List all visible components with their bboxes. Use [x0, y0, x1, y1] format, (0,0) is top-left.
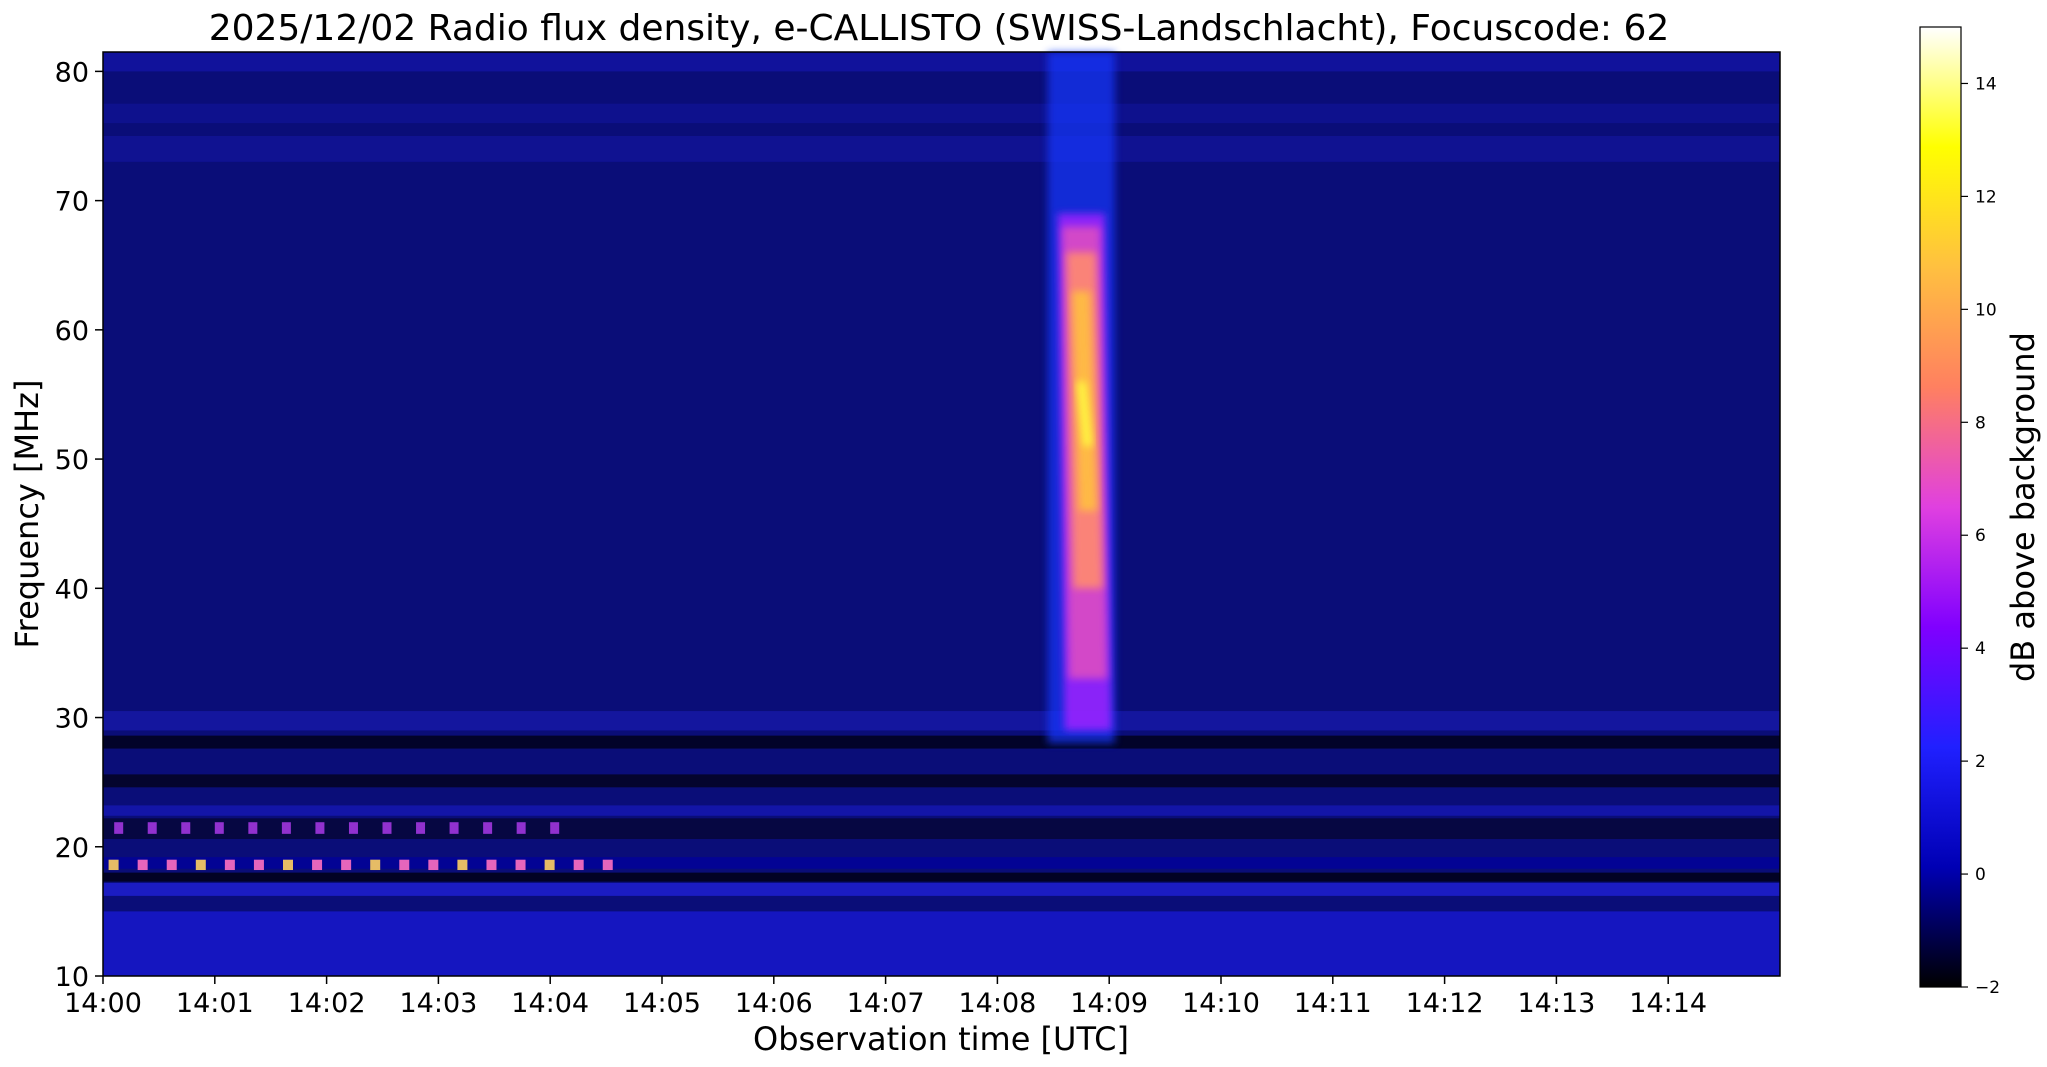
rfi-blip	[573, 859, 584, 871]
rfi-blip	[399, 859, 410, 871]
rfi-blip	[382, 822, 392, 834]
rfi-blip	[457, 859, 468, 871]
x-tick-label: 14:14	[1629, 988, 1707, 1019]
rfi-blip	[486, 859, 497, 871]
x-tick-label: 14:01	[176, 988, 254, 1019]
rfi-band	[103, 711, 1780, 731]
rfi-band	[103, 103, 1780, 124]
rfi-blip	[137, 859, 148, 871]
colorbar: −2 0 2 4 6 8 10 12 14 dB above background	[1919, 26, 2042, 998]
plot-frame	[102, 51, 1781, 977]
x-tick-label: 14:03	[399, 988, 477, 1019]
rfi-band	[103, 911, 1780, 976]
rfi-blip	[315, 822, 325, 834]
rfi-blip	[416, 822, 426, 834]
rfi-band	[103, 805, 1780, 816]
y-tick-label: 60	[55, 316, 89, 347]
rfi-blip	[516, 822, 526, 834]
rfi-blip	[602, 859, 613, 871]
rfi-blip	[281, 822, 291, 834]
rfi-blip	[515, 859, 526, 871]
rfi-blip	[550, 822, 560, 834]
colorbar-tick-label: 14	[1975, 74, 1997, 94]
chart-title: 2025/12/02 Radio flux density, e-CALLIST…	[209, 8, 1670, 49]
rfi-blip	[224, 859, 235, 871]
x-tick-label: 14:08	[958, 988, 1036, 1019]
rfi-blip	[253, 859, 264, 871]
x-tick-label: 14:09	[1070, 988, 1148, 1019]
rfi-blip	[195, 859, 206, 871]
rfi-blip	[348, 822, 358, 834]
rfi-band	[103, 857, 1780, 869]
rfi-band	[103, 136, 1780, 162]
x-axis-ticks: 14:00 14:01 14:02 14:03 14:04 14:05 14:06 14:07…	[64, 976, 1707, 1019]
rfi-blip	[166, 859, 177, 871]
plot-area	[102, 51, 1781, 977]
x-tick-label: 14:02	[288, 988, 366, 1019]
x-tick-label: 14:06	[735, 988, 813, 1019]
colorbar-tick-label: 6	[1975, 526, 1986, 546]
x-tick-label: 14:04	[511, 988, 589, 1019]
rfi-blip	[544, 859, 555, 871]
interference-bands	[103, 52, 1780, 976]
y-tick-label: 50	[55, 445, 89, 476]
x-axis-label: Observation time [UTC]	[753, 1020, 1129, 1058]
colorbar-label: dB above background	[2004, 332, 2042, 682]
rfi-blip	[108, 859, 119, 871]
rfi-blip	[428, 859, 439, 871]
x-tick-label: 14:00	[64, 988, 142, 1019]
y-tick-label: 20	[55, 833, 89, 864]
rfi-blip	[370, 859, 381, 871]
y-tick-label: 80	[55, 57, 89, 88]
rfi-blip	[114, 822, 124, 834]
rfi-blip	[147, 822, 157, 834]
rfi-blip	[181, 822, 191, 834]
colorbar-tick-label: −2	[1975, 978, 2000, 998]
y-axis-ticks: 10 20 30 40 50 60 70 80	[55, 57, 103, 993]
colorbar-ticks: −2 0 2 4 6 8 10 12 14	[1961, 74, 2000, 998]
x-tick-label: 14:12	[1406, 988, 1484, 1019]
rfi-blip	[282, 859, 293, 871]
y-tick-label: 10	[55, 962, 89, 993]
colorbar-tick-label: 10	[1975, 300, 1997, 320]
x-tick-label: 14:05	[623, 988, 701, 1019]
y-tick-label: 70	[55, 187, 89, 218]
solar-radio-burst	[1047, 52, 1115, 744]
y-tick-label: 40	[55, 574, 89, 605]
rfi-band	[103, 882, 1780, 896]
colorbar-gradient	[1919, 26, 1962, 988]
rfi-blip	[214, 822, 224, 834]
x-tick-label: 14:11	[1294, 988, 1372, 1019]
burst-core	[1076, 381, 1093, 447]
rfi-blip	[449, 822, 459, 834]
rfi-blip	[248, 822, 258, 834]
rfi-blip	[483, 822, 493, 834]
y-tick-label: 30	[55, 704, 89, 735]
colorbar-tick-label: 0	[1975, 865, 1986, 885]
rfi-band	[103, 774, 1780, 788]
y-axis-label: Frequency [MHz]	[8, 380, 46, 649]
x-tick-label: 14:10	[1182, 988, 1260, 1019]
colorbar-tick-label: 8	[1975, 413, 1986, 433]
x-tick-label: 14:13	[1517, 988, 1595, 1019]
rfi-blip	[312, 859, 323, 871]
colorbar-tick-label: 4	[1975, 639, 1986, 659]
colorbar-tick-label: 12	[1975, 187, 1997, 207]
rfi-blip	[341, 859, 352, 871]
rfi-band	[103, 735, 1780, 749]
rfi-band	[103, 872, 1780, 882]
colorbar-tick-label: 2	[1975, 752, 1986, 772]
x-tick-label: 14:07	[847, 988, 925, 1019]
rfi-band	[103, 52, 1780, 72]
